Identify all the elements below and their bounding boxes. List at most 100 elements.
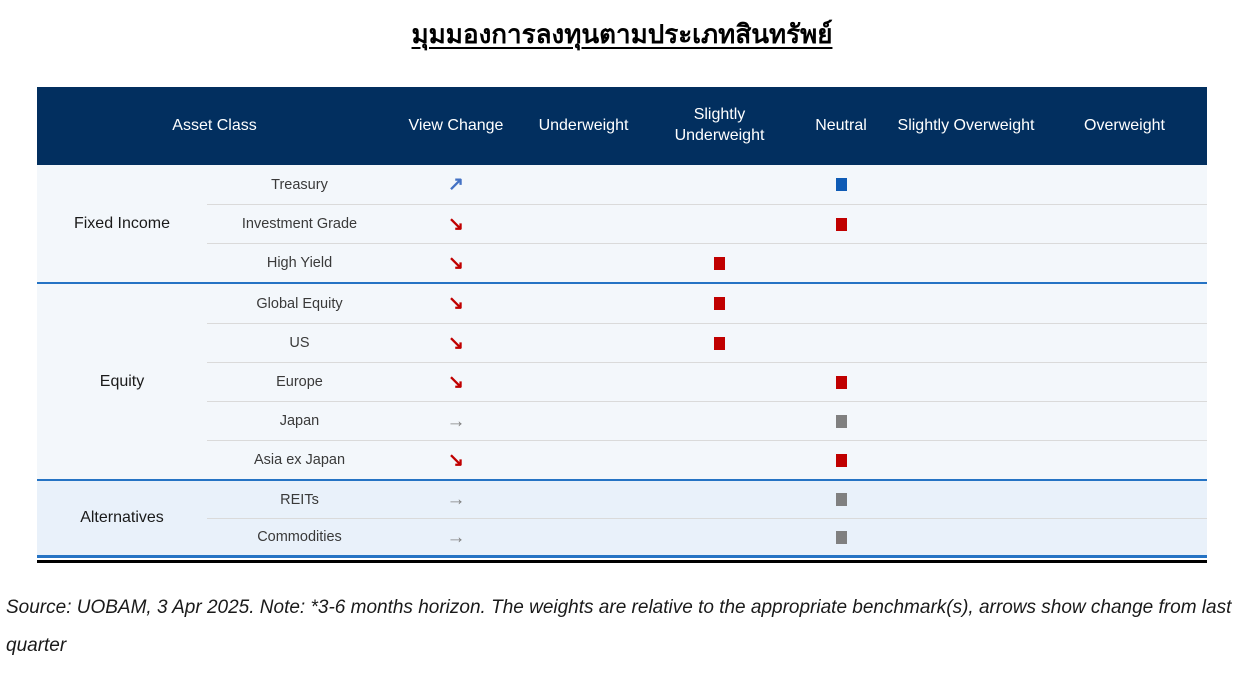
view-cell-underweight [520, 165, 647, 204]
view-cell-underweight [520, 518, 647, 555]
view-cell-neutral [792, 323, 890, 362]
view-cell-overweight [1042, 243, 1207, 282]
sub-asset-label: Europe [207, 362, 392, 401]
view-cell-overweight [1042, 440, 1207, 479]
view-marker-square [835, 453, 847, 467]
view-cell-slightly-overweight [890, 362, 1042, 401]
view-cell-slightly-underweight [647, 518, 792, 555]
table-header-row: Asset Class View Change Underweight Slig… [37, 87, 1207, 165]
view-cell-neutral [792, 165, 890, 204]
view-cell-underweight [520, 440, 647, 479]
view-cell-slightly-underweight [647, 204, 792, 243]
view-cell-neutral [792, 518, 890, 555]
view-cell-slightly-underweight [647, 362, 792, 401]
view-cell-slightly-underweight [647, 481, 792, 518]
down-right-arrow-icon: ↘ [448, 332, 464, 354]
table-body: Fixed Income Treasury ↗ Investment Grade ↘ Hi… [37, 165, 1207, 558]
view-cell-slightly-overweight [890, 165, 1042, 204]
view-cell-underweight [520, 243, 647, 282]
sub-asset-label: Global Equity [256, 295, 343, 312]
view-change-cell: ↘ [392, 204, 520, 243]
view-cell-slightly-underweight [647, 440, 792, 479]
investment-outlook-table: Asset Class View Change Underweight Slig… [37, 87, 1207, 558]
view-cell-neutral [792, 440, 890, 479]
header-overweight: Overweight [1084, 116, 1165, 134]
sub-asset-label: Asia ex Japan [207, 440, 392, 479]
view-cell-slightly-underweight [647, 284, 792, 323]
view-marker-square [835, 530, 847, 544]
view-cell-underweight [520, 401, 647, 440]
view-cell-underweight [520, 362, 647, 401]
header-underweight: Underweight [538, 116, 629, 134]
right-arrow-icon: → [446, 526, 466, 548]
view-cell-overweight [1042, 204, 1207, 243]
asset-class-label: Alternatives [80, 509, 164, 526]
header-asset-class: Asset Class [172, 116, 257, 134]
down-right-arrow-icon: ↘ [448, 293, 464, 314]
view-change-cell: ↗ [392, 165, 520, 204]
asset-group-alternatives: Alternatives REITs → Commodities → [37, 479, 1207, 558]
view-marker-square [714, 256, 725, 270]
table-bottom-rule [37, 560, 1207, 563]
sub-asset-label: Treasury [271, 176, 328, 193]
header-slightly-underweight: Slightly Underweight [674, 106, 765, 144]
view-cell-neutral [792, 204, 890, 243]
view-cell-slightly-overweight [890, 481, 1042, 518]
view-change-cell: ↘ [392, 284, 520, 323]
header-view-change: View Change [408, 116, 504, 134]
view-change-cell: ↘ [392, 323, 520, 362]
asset-group-equity: Equity Global Equity ↘ US ↘ Europe ↘ Japan → Asia… [37, 282, 1207, 479]
view-cell-overweight [1042, 284, 1207, 323]
view-cell-slightly-underweight [647, 243, 792, 282]
down-right-arrow-icon: ↘ [448, 371, 464, 393]
page-title: มุมมองการลงทุนตามประเภทสินทรัพย์ [411, 19, 833, 49]
view-marker-square [714, 297, 725, 310]
view-cell-slightly-overweight [890, 243, 1042, 282]
sub-asset-label: High Yield [207, 243, 392, 282]
header-neutral: Neutral [815, 116, 867, 134]
view-cell-slightly-underweight [647, 401, 792, 440]
view-change-cell: ↘ [392, 243, 520, 282]
view-marker-square [835, 375, 847, 389]
view-cell-underweight [520, 284, 647, 323]
view-marker-square [835, 493, 847, 506]
view-cell-neutral [792, 401, 890, 440]
view-cell-slightly-overweight [890, 204, 1042, 243]
view-change-cell: → [392, 518, 520, 555]
up-right-arrow-icon: ↗ [448, 174, 464, 195]
view-cell-slightly-overweight [890, 518, 1042, 555]
view-marker-square [714, 336, 725, 350]
view-change-cell: → [392, 481, 520, 518]
view-cell-underweight [520, 204, 647, 243]
view-cell-slightly-overweight [890, 323, 1042, 362]
right-arrow-icon: → [446, 410, 466, 432]
sub-asset-label: REITs [280, 491, 319, 508]
view-cell-slightly-overweight [890, 284, 1042, 323]
footnote: Source: UOBAM, 3 Apr 2025. Note: *3-6 mo… [6, 597, 1232, 656]
view-cell-slightly-overweight [890, 440, 1042, 479]
view-change-cell: ↘ [392, 440, 520, 479]
view-marker-square [835, 217, 847, 231]
sub-asset-label: Commodities [207, 518, 392, 555]
asset-class-label: Fixed Income [73, 214, 171, 232]
down-right-arrow-icon: ↘ [448, 252, 464, 274]
view-cell-neutral [792, 243, 890, 282]
view-cell-overweight [1042, 401, 1207, 440]
asset-class-label: Equity [99, 372, 145, 390]
view-cell-overweight [1042, 165, 1207, 204]
view-cell-neutral [792, 284, 890, 323]
view-cell-neutral [792, 362, 890, 401]
view-change-cell: ↘ [392, 362, 520, 401]
sub-asset-label: Japan [207, 401, 392, 440]
sub-asset-label: Investment Grade [207, 204, 392, 243]
view-marker-square [835, 414, 847, 428]
view-cell-underweight [520, 481, 647, 518]
view-cell-overweight [1042, 323, 1207, 362]
down-right-arrow-icon: ↘ [448, 449, 464, 471]
view-cell-slightly-overweight [890, 401, 1042, 440]
view-change-cell: → [392, 401, 520, 440]
view-cell-underweight [520, 323, 647, 362]
view-marker-square [835, 178, 847, 191]
view-cell-overweight [1042, 481, 1207, 518]
asset-group-fixed-income: Fixed Income Treasury ↗ Investment Grade ↘ Hi… [37, 165, 1207, 282]
